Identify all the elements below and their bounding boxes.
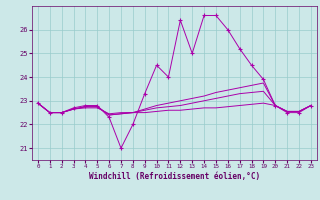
X-axis label: Windchill (Refroidissement éolien,°C): Windchill (Refroidissement éolien,°C) xyxy=(89,172,260,181)
